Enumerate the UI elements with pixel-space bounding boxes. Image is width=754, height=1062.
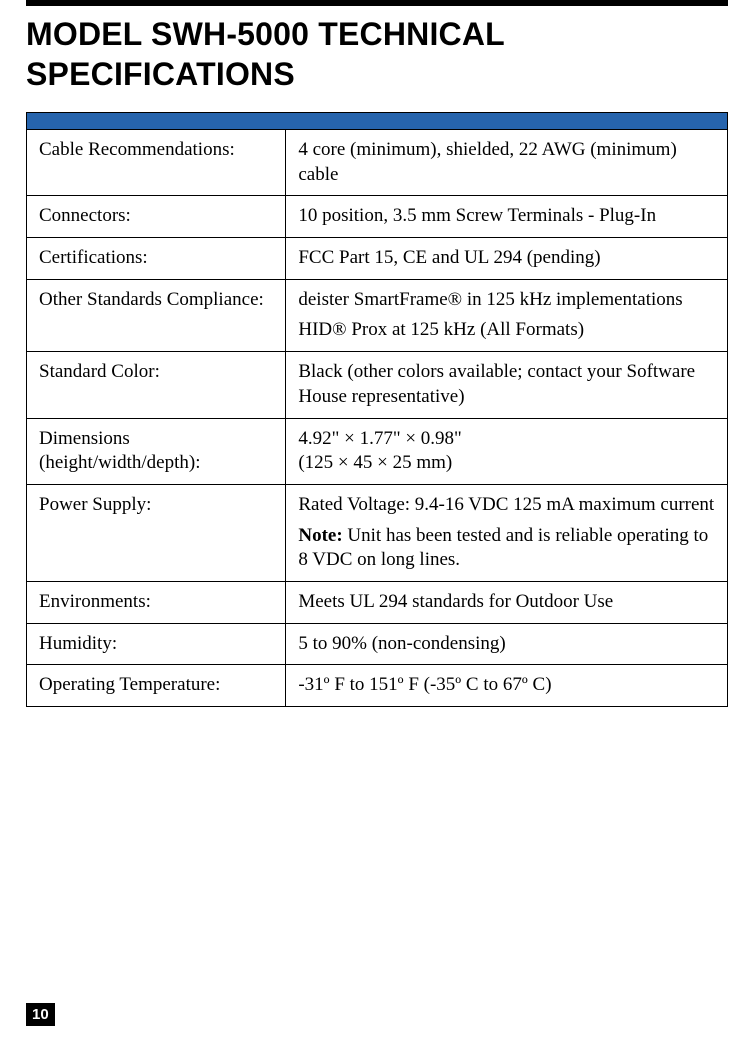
- spec-value: 4.92" × 1.77" × 0.98" (125 × 45 × 25 mm): [286, 418, 728, 484]
- table-row: Environments: Meets UL 294 standards for …: [27, 581, 728, 623]
- table-row: Dimensions (height/width/depth):4.92" × …: [27, 418, 728, 484]
- spec-value-line: 4.92" × 1.77" × 0.98" (125 × 45 × 25 mm): [298, 427, 717, 476]
- spec-value: 5 to 90% (non-condensing): [286, 623, 728, 665]
- spec-value: FCC Part 15, CE and UL 294 (pending): [286, 238, 728, 280]
- spec-value-line: Meets UL 294 standards for Outdoor Use: [298, 590, 717, 615]
- table-row: Standard Color:Black (other colors avail…: [27, 352, 728, 418]
- spec-value-line: -31º F to 151º F (-35º C to 67º C): [298, 673, 717, 698]
- spec-label: Power Supply:: [27, 484, 286, 581]
- spec-label: Humidity:: [27, 623, 286, 665]
- table-row: Connectors: 10 position, 3.5 mm Screw Ter…: [27, 196, 728, 238]
- spec-value-line: Rated Voltage: 9.4-16 VDC 125 mA maximum…: [298, 493, 717, 518]
- spec-value: Meets UL 294 standards for Outdoor Use: [286, 581, 728, 623]
- spec-label: Dimensions (height/width/depth):: [27, 418, 286, 484]
- spec-table: Cable Recommendations:4 core (minimum), …: [26, 112, 728, 707]
- spec-label: Certifications:: [27, 238, 286, 280]
- spec-value-line: deister SmartFrame® in 125 kHz implement…: [298, 288, 717, 313]
- spec-value: -31º F to 151º F (-35º C to 67º C): [286, 665, 728, 707]
- top-rule: [26, 0, 728, 6]
- note-prefix: Note:: [298, 525, 342, 546]
- table-row: Cable Recommendations:4 core (minimum), …: [27, 130, 728, 196]
- spec-value-line: Note: Unit has been tested and is reliab…: [298, 524, 717, 573]
- spec-table-body: Cable Recommendations:4 core (minimum), …: [27, 113, 728, 707]
- note-text: Unit has been tested and is reliable ope…: [298, 525, 708, 571]
- spec-label: Operating Temperature:: [27, 665, 286, 707]
- spec-label: Connectors:: [27, 196, 286, 238]
- spec-label: Other Standards Compliance:: [27, 279, 286, 351]
- accent-row: [27, 113, 728, 130]
- spec-value-line: 5 to 90% (non-condensing): [298, 632, 717, 657]
- table-row: Operating Temperature: -31º F to 151º F (…: [27, 665, 728, 707]
- spec-value-line: HID® Prox at 125 kHz (All Formats): [298, 318, 717, 343]
- page-number: 10: [26, 1003, 55, 1026]
- spec-value-line: 4 core (minimum), shielded, 22 AWG (mini…: [298, 138, 717, 187]
- spec-value-line: Black (other colors available; contact y…: [298, 360, 717, 409]
- spec-value: Black (other colors available; contact y…: [286, 352, 728, 418]
- spec-value-line: FCC Part 15, CE and UL 294 (pending): [298, 246, 717, 271]
- spec-value: deister SmartFrame® in 125 kHz implement…: [286, 279, 728, 351]
- table-row: Certifications: FCC Part 15, CE and UL 29…: [27, 238, 728, 280]
- table-row: Other Standards Compliance: deister Smart…: [27, 279, 728, 351]
- page-title: MODEL SWH-5000 TECHNICAL SPECIFICATIONS: [26, 14, 728, 94]
- spec-value-line: 10 position, 3.5 mm Screw Terminals - Pl…: [298, 204, 717, 229]
- spec-value: 4 core (minimum), shielded, 22 AWG (mini…: [286, 130, 728, 196]
- spec-label: Standard Color:: [27, 352, 286, 418]
- table-row: Power Supply: Rated Voltage: 9.4-16 VDC 1…: [27, 484, 728, 581]
- spec-value: 10 position, 3.5 mm Screw Terminals - Pl…: [286, 196, 728, 238]
- table-row: Humidity: 5 to 90% (non-condensing): [27, 623, 728, 665]
- spec-label: Cable Recommendations:: [27, 130, 286, 196]
- spec-label: Environments:: [27, 581, 286, 623]
- spec-value: Rated Voltage: 9.4-16 VDC 125 mA maximum…: [286, 484, 728, 581]
